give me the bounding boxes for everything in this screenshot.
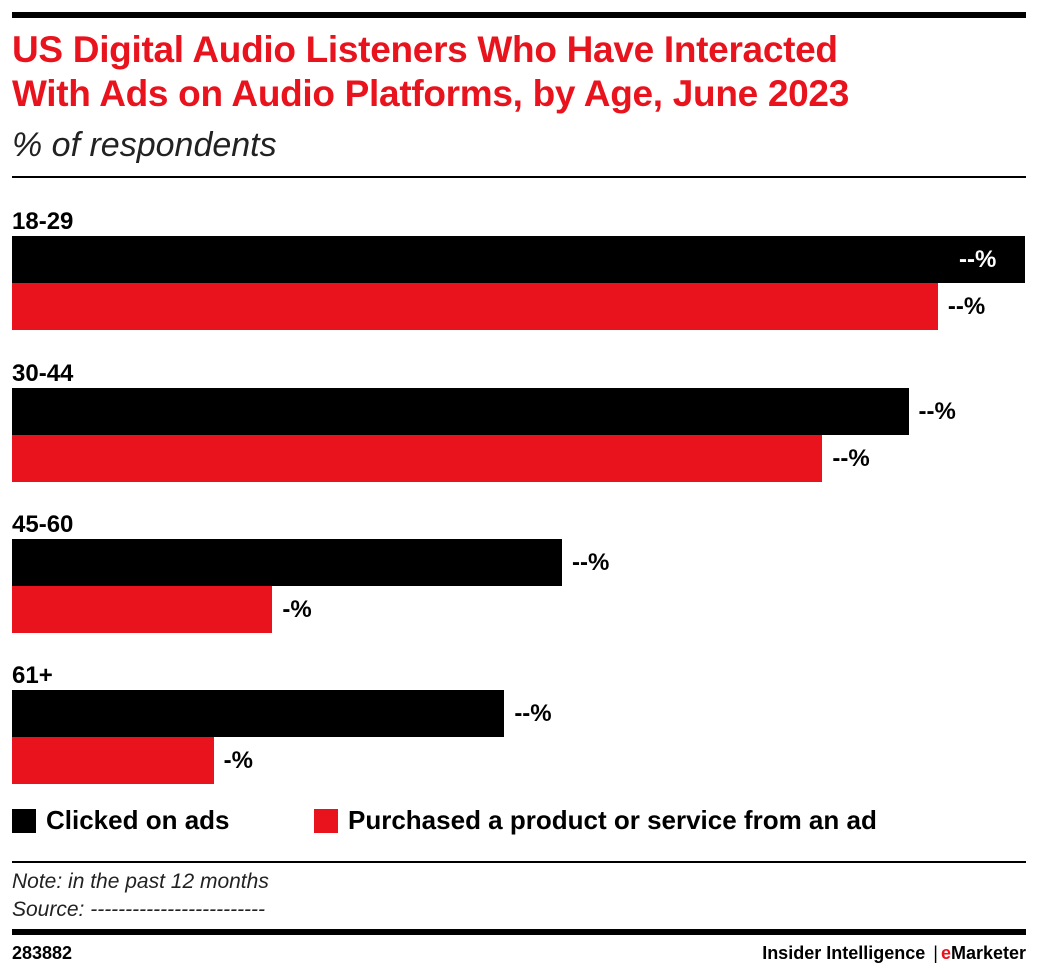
legend-item-purchased: Purchased a product or service from an a… bbox=[314, 805, 877, 836]
data-label: -% bbox=[223, 747, 253, 774]
legend-swatch-red bbox=[314, 808, 338, 833]
legend-item-clicked: Clicked on ads bbox=[12, 805, 230, 836]
chart-id: 283882 bbox=[12, 943, 73, 963]
brand-marketer: Marketer bbox=[950, 943, 1026, 963]
divider bbox=[12, 861, 1026, 863]
divider bbox=[12, 176, 1026, 178]
brand: Insider Intelligence | eMarketer bbox=[762, 943, 1026, 964]
bar-purchased bbox=[12, 435, 823, 482]
brand-e: e bbox=[940, 943, 951, 963]
legend-label: Purchased a product or service from an a… bbox=[348, 805, 877, 835]
legend-label: Clicked on ads bbox=[46, 805, 230, 835]
data-label: --% bbox=[959, 246, 997, 273]
legend-swatch-black bbox=[12, 808, 36, 833]
data-label: --% bbox=[514, 700, 552, 727]
bar-clicked bbox=[12, 388, 909, 435]
source: Source: ------------------------- bbox=[12, 898, 266, 921]
data-label: --% bbox=[918, 398, 956, 425]
bar-purchased bbox=[12, 586, 273, 633]
bar-clicked bbox=[12, 690, 505, 737]
chart-subtitle: % of respondents bbox=[12, 126, 277, 164]
title-line-2: With Ads on Audio Platforms, by Age, Jun… bbox=[12, 73, 849, 114]
bar-clicked bbox=[12, 236, 1025, 283]
bar-purchased bbox=[12, 283, 938, 330]
category-label: 18-29 bbox=[12, 208, 74, 235]
brand-insider: Insider Intelligence bbox=[762, 943, 926, 963]
category-label: 30-44 bbox=[12, 360, 74, 387]
bar-purchased bbox=[12, 737, 214, 784]
top-rule bbox=[12, 12, 1026, 18]
data-label: -% bbox=[282, 596, 312, 623]
bottom-rule bbox=[12, 929, 1026, 935]
data-label: --% bbox=[947, 293, 986, 320]
category-label: 61+ bbox=[12, 662, 53, 689]
title-line-1: US Digital Audio Listeners Who Have Inte… bbox=[12, 29, 838, 70]
brand-separator: | bbox=[933, 943, 938, 963]
bar-clicked bbox=[12, 539, 563, 586]
data-label: --% bbox=[832, 445, 870, 472]
data-label: --% bbox=[572, 549, 610, 576]
chart-title: US Digital Audio Listeners Who Have Inte… bbox=[12, 28, 1026, 116]
note: Note: in the past 12 months bbox=[12, 870, 269, 893]
category-label: 45-60 bbox=[12, 511, 74, 538]
